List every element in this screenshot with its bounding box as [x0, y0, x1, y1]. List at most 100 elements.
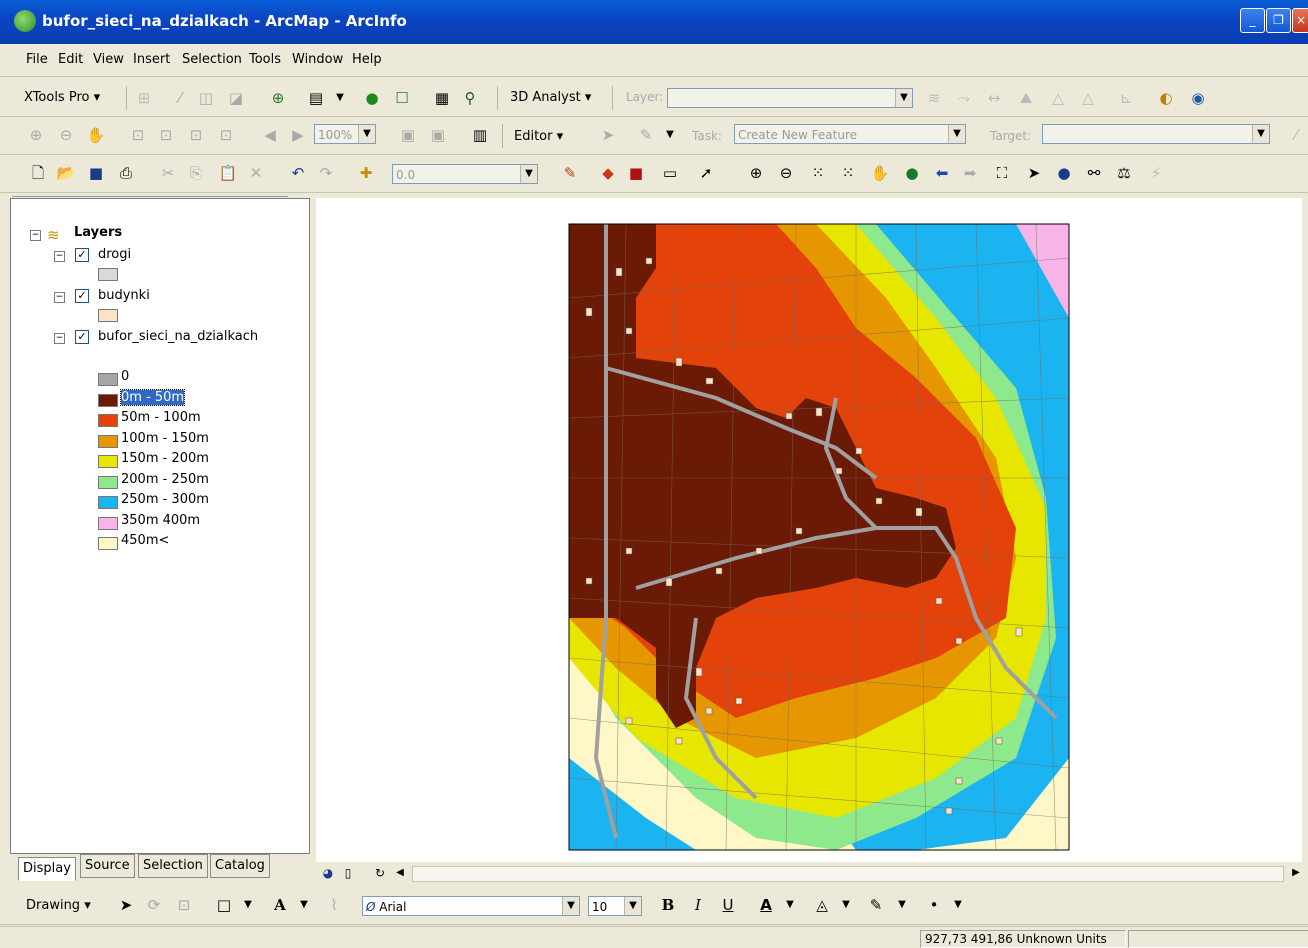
3d-analyst-menu[interactable]: 3D Analyst ▾	[510, 90, 592, 105]
chevron-down-icon[interactable]: ▼	[1252, 125, 1269, 143]
add-data-icon[interactable]: ✚	[359, 164, 373, 182]
fixed-zoom-in-icon[interactable]: ⁙	[811, 164, 825, 182]
info-icon[interactable]: ●	[365, 89, 379, 107]
identify-icon[interactable]: ●	[1057, 164, 1071, 182]
profile-icon[interactable]: ⛰	[1019, 89, 1033, 107]
tab-source[interactable]: Source	[80, 854, 135, 878]
zoom-percent-combo[interactable]: 100% ▼	[314, 124, 376, 144]
refresh-icon[interactable]: ↻	[374, 866, 386, 880]
contour-icon[interactable]: ≋	[927, 89, 941, 107]
line-of-sight-icon[interactable]: ↔	[987, 89, 1001, 107]
interpolate-icon[interactable]: △	[1052, 89, 1064, 107]
steepest-path-icon[interactable]: ⤳	[957, 89, 970, 107]
layer-visibility-checkbox[interactable]: ✓	[75, 289, 89, 303]
find-icon[interactable]: ⚲	[464, 89, 476, 107]
zoom-whole-page-icon[interactable]: ⊡	[189, 126, 203, 144]
menu-insert[interactable]: Insert	[133, 52, 171, 67]
zoom-in-icon[interactable]: ⊕	[749, 164, 763, 182]
edit-tool-icon[interactable]: ➤	[601, 126, 615, 144]
arctoolbox-icon[interactable]: ◆	[602, 164, 614, 182]
collapse-icon[interactable]: −	[54, 333, 65, 344]
legend-label[interactable]: 50m - 100m	[121, 410, 201, 425]
menu-edit[interactable]: Edit	[58, 52, 84, 67]
minimize-button[interactable]: _	[1240, 8, 1265, 33]
menu-tools[interactable]: Tools	[249, 52, 282, 67]
legend-label[interactable]: 350m 400m	[121, 513, 201, 528]
editor-menu[interactable]: Editor ▾	[514, 129, 564, 144]
pan-icon[interactable]: ✋	[870, 164, 890, 182]
legend-label[interactable]: 450m<	[121, 533, 170, 548]
layout-zoom-out-icon[interactable]: ⊡	[159, 126, 173, 144]
data-frame-label[interactable]: Layers	[74, 225, 123, 240]
back-arrow-icon[interactable]: ⬅	[935, 164, 949, 182]
layer-name[interactable]: bufor_sieci_na_dzialkach	[98, 329, 259, 344]
layer-name[interactable]: budynki	[98, 288, 150, 303]
hyperlink-icon[interactable]: ⚡	[1150, 164, 1162, 182]
tab-display[interactable]: Display	[18, 857, 76, 881]
chevron-down-icon[interactable]: ▼	[562, 897, 579, 915]
xtools-pro-menu[interactable]: XTools Pro ▾	[24, 90, 101, 105]
arcscene-icon[interactable]: ◐	[1159, 89, 1173, 107]
new-document-icon[interactable]: 🗋	[31, 164, 45, 182]
full-extent-icon[interactable]: ●	[905, 164, 919, 182]
zoom-to-selected-icon[interactable]: ⊡	[177, 896, 191, 914]
sketch-tool-icon[interactable]: ✎	[639, 126, 653, 144]
attributes-icon[interactable]: ▤	[308, 89, 324, 107]
zoom-100-icon[interactable]: ⊡	[219, 126, 233, 144]
draft-mode-icon[interactable]: ▣	[400, 126, 416, 144]
report-icon[interactable]: ☐	[395, 89, 409, 107]
find-binoculars-icon[interactable]: ⚯	[1087, 164, 1101, 182]
legend-label[interactable]: 100m - 150m	[121, 431, 209, 446]
chevron-down-icon[interactable]: ▼	[358, 125, 375, 143]
print-icon[interactable]: ⎙	[119, 164, 132, 182]
collapse-icon[interactable]: −	[54, 251, 65, 262]
chevron-down-icon[interactable]: ▼	[520, 165, 537, 183]
delete-icon[interactable]: ✕	[249, 164, 263, 182]
grid-icon[interactable]: ⊞	[137, 89, 151, 107]
layer-combo[interactable]: ▼	[667, 88, 913, 108]
layer-visibility-checkbox[interactable]: ✓	[75, 330, 89, 344]
copy-icon[interactable]: ⎘	[189, 164, 202, 182]
dropdown-arrow-icon[interactable]: ▼	[300, 899, 308, 910]
command-line-icon[interactable]: ▭	[662, 164, 678, 182]
legend-label[interactable]: 0	[121, 369, 130, 384]
layer-visibility-checkbox[interactable]: ✓	[75, 248, 89, 262]
add-data-icon[interactable]: ⊕	[271, 89, 285, 107]
arcglobe-icon[interactable]: ◉	[1191, 89, 1205, 107]
menu-window[interactable]: Window	[292, 52, 344, 67]
select-elements-icon[interactable]: ➤	[1027, 164, 1041, 182]
menu-file[interactable]: File	[26, 52, 48, 67]
dropdown-arrow-icon[interactable]: ▼	[954, 899, 962, 910]
drawing-menu[interactable]: Drawing ▾	[26, 898, 91, 913]
forward-arrow-icon[interactable]: ➡	[963, 164, 977, 182]
layout-view-icon[interactable]: ▯	[344, 866, 352, 880]
underline-button[interactable]: U	[722, 896, 734, 914]
select-elements-icon[interactable]: ➤	[119, 896, 133, 914]
cut-icon[interactable]: ✂	[161, 164, 175, 182]
layout-zoom-icon[interactable]: ⊡	[131, 126, 145, 144]
save-icon[interactable]: ■	[88, 164, 104, 182]
dropdown-arrow-icon[interactable]: ▼	[898, 899, 906, 910]
zoom-out-fixed-icon[interactable]: ⊖	[59, 126, 73, 144]
dropdown-arrow-icon[interactable]: ▼	[786, 899, 794, 910]
font-combo[interactable]: Ø Arial ▼	[362, 896, 580, 916]
interpolate-line-icon[interactable]: △	[1082, 89, 1094, 107]
back-extent-icon[interactable]: ◀	[264, 126, 276, 144]
scroll-right-icon[interactable]: ▶	[1292, 867, 1300, 878]
marker-color-icon[interactable]: •	[929, 896, 939, 914]
edit-vertices-icon[interactable]: ⌇	[330, 896, 338, 914]
italic-button[interactable]: I	[695, 896, 701, 914]
split-tool-icon[interactable]: ◪	[228, 89, 244, 107]
text-tool-icon[interactable]: A	[274, 896, 286, 914]
focus-frame-icon[interactable]: ▣	[430, 126, 446, 144]
fixed-zoom-out-icon[interactable]: ⁙	[841, 164, 855, 182]
table-icon[interactable]: ▦	[434, 89, 450, 107]
legend-label[interactable]: 200m - 250m	[121, 472, 209, 487]
target-combo[interactable]: ▼	[1042, 124, 1270, 144]
tab-catalog[interactable]: Catalog	[210, 854, 270, 878]
profile-graph-icon[interactable]: ⊾	[1119, 89, 1133, 107]
horizontal-scrollbar[interactable]	[412, 866, 1284, 882]
buffer-map[interactable]	[316, 198, 1302, 862]
measure-icon[interactable]: ⚖	[1117, 164, 1131, 182]
font-color-button[interactable]: A	[760, 896, 772, 914]
